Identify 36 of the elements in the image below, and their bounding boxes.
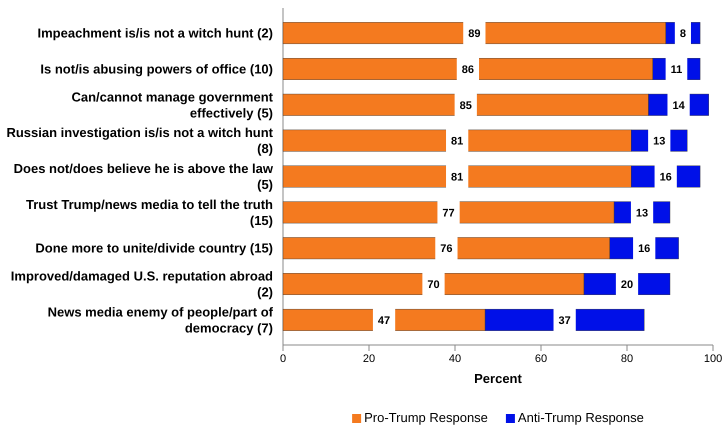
data-label: 8 [680, 28, 686, 40]
y-tick-label: Trust Trump/news media to tell the truth (15) [26, 196, 274, 228]
data-label: 81 [451, 172, 464, 184]
data-label: 14 [672, 100, 686, 112]
data-label: 16 [660, 172, 672, 184]
data-label: 37 [558, 314, 571, 327]
data-label: 11 [670, 64, 682, 76]
data-label: 89 [468, 28, 480, 40]
x-tick-label: 80 [620, 352, 634, 365]
data-label: 20 [620, 279, 634, 292]
data-label: 76 [440, 243, 453, 256]
x-tick-label: 20 [362, 352, 376, 365]
y-tick-label: Does not/does believe he is above the law (5) [14, 161, 274, 192]
y-tick-label: News media enemy of people/part of democracy (7) [48, 304, 274, 336]
data-label: 85 [460, 100, 472, 112]
x-tick-label: 0 [280, 352, 286, 365]
y-tick-label: Improved/damaged U.S. reputation abroad (2) [10, 268, 274, 300]
data-label: 47 [378, 314, 390, 327]
data-label: 81 [451, 136, 464, 148]
x-axis-title: Percent [474, 371, 523, 386]
data-label: 13 [653, 136, 666, 148]
data-label: 86 [462, 64, 474, 76]
y-tick-label: Impeachment is/is not a witch hunt (2) [38, 26, 273, 41]
legend-label: Anti-Trump Response [518, 410, 644, 425]
data-label: 13 [636, 207, 648, 220]
x-tick-label: 40 [448, 352, 462, 365]
y-tick-label: Done more to unite/divide country (15) [35, 240, 273, 256]
y-tick-label: Can/cannot manage government effectively (5) [71, 89, 274, 120]
data-label: 70 [427, 279, 440, 292]
x-tick-label: 60 [534, 352, 548, 365]
y-tick-label: Russian investigation is/is not a witch hunt (8) [6, 125, 274, 156]
data-label: 77 [442, 207, 455, 220]
legend-label: Pro-Trump Response [364, 410, 488, 425]
y-tick-label: Is not/is abusing powers of office (10) [40, 61, 273, 76]
x-tick-label: 100 [704, 352, 722, 365]
data-label: 16 [638, 243, 650, 256]
